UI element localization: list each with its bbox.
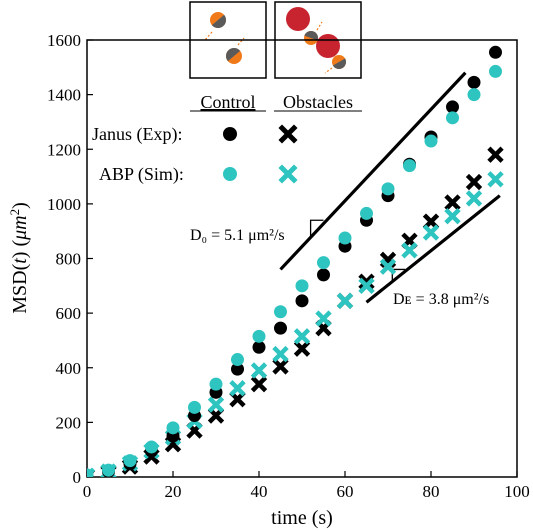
guide-label-d0: D₀ = 5.1 μm²/s (190, 227, 285, 244)
y-axis-label: MSD(t) (μm2) (7, 202, 32, 314)
data-point (272, 345, 289, 363)
y-tick-label: 800 (56, 250, 82, 269)
data-points (87, 45, 504, 477)
data-point (446, 111, 459, 125)
data-point (424, 134, 438, 148)
data-point (467, 75, 481, 89)
data-point (489, 45, 502, 59)
axis-ticks: 0 20 40 60 80 1000200400600800100012001400160… (47, 31, 530, 501)
data-point (381, 182, 395, 196)
data-point (166, 421, 180, 435)
data-point (250, 362, 268, 379)
guide-label-de: Dᴇ = 3.8 μm²/s (393, 291, 489, 308)
data-point (317, 268, 330, 282)
x-tick-label: 80 (423, 482, 440, 501)
data-point (358, 277, 375, 294)
data-point (274, 305, 287, 319)
y-tick-label: 400 (56, 359, 82, 378)
data-point (379, 258, 397, 275)
data-point (231, 353, 244, 367)
x-tick-label: 60 (337, 482, 354, 501)
janus-particle-icon (332, 55, 346, 69)
legend-row-abp: ABP (Sim): (99, 164, 184, 185)
legend-col-obstacles: Obstacles (283, 92, 353, 112)
legend-marker-janus-control (223, 127, 237, 141)
data-point (102, 463, 115, 477)
data-point (315, 310, 332, 327)
janus-particle-icon (226, 48, 242, 64)
data-point (444, 207, 461, 225)
data-point (250, 375, 268, 393)
y-tick-label: 0 (73, 468, 82, 487)
data-point (293, 340, 311, 357)
x-tick-label: 100 (504, 482, 530, 501)
data-point (188, 400, 201, 414)
slope-triangle-0 (309, 219, 324, 237)
data-point (293, 328, 311, 345)
guide-line-1 (365, 194, 501, 304)
obstacle-icon (286, 7, 310, 31)
legend-row-janus: Janus (Exp): (92, 124, 182, 145)
x-tick-label: 40 (251, 482, 268, 501)
y-tick-label: 200 (56, 413, 82, 432)
data-point (295, 294, 309, 308)
data-point (252, 329, 266, 343)
x-tick-label: 0 (83, 482, 92, 501)
data-point (465, 173, 483, 191)
data-point (272, 358, 289, 375)
data-point (444, 194, 461, 211)
data-point (207, 407, 225, 424)
data-point (145, 440, 158, 454)
data-point (360, 206, 373, 220)
data-point (87, 468, 94, 477)
janus-particle-icon (304, 31, 318, 45)
data-point (317, 256, 330, 270)
data-point (336, 292, 354, 310)
obstacle-icon (316, 34, 340, 58)
data-point (487, 171, 504, 188)
data-point (489, 64, 502, 78)
data-point (252, 340, 266, 354)
data-point (209, 377, 223, 391)
data-point (422, 213, 440, 230)
y-tick-label: 1200 (47, 140, 81, 159)
data-point (422, 224, 440, 241)
data-point (295, 279, 309, 293)
legend-marker-abp-obstacles (278, 164, 298, 184)
data-point (401, 242, 418, 259)
data-point (467, 88, 481, 102)
y-tick-label: 1600 (47, 31, 81, 50)
legend-col-control: Control (200, 92, 255, 112)
data-point (403, 159, 416, 173)
y-tick-label: 1400 (47, 86, 81, 105)
y-tick-label: 1000 (47, 195, 81, 214)
data-point (274, 321, 287, 335)
x-tick-label: 20 (165, 482, 182, 501)
y-tick-label: 600 (56, 304, 82, 323)
data-point (229, 380, 246, 397)
legend-marker-janus-obstacles (278, 124, 298, 144)
data-point (338, 231, 352, 245)
data-point (465, 190, 483, 207)
guide-line-0 (279, 71, 467, 271)
legend-marker-abp-control (223, 167, 237, 181)
janus-particle-icon (210, 12, 226, 28)
data-point (446, 100, 459, 114)
x-axis-label: time (s) (271, 507, 333, 529)
data-point (231, 362, 244, 376)
data-point (229, 390, 246, 408)
legend: Control Obstacles Janus (Exp): ABP (Sim)… (92, 92, 362, 185)
data-point (487, 146, 504, 163)
data-point (123, 454, 137, 468)
data-point (207, 396, 225, 413)
